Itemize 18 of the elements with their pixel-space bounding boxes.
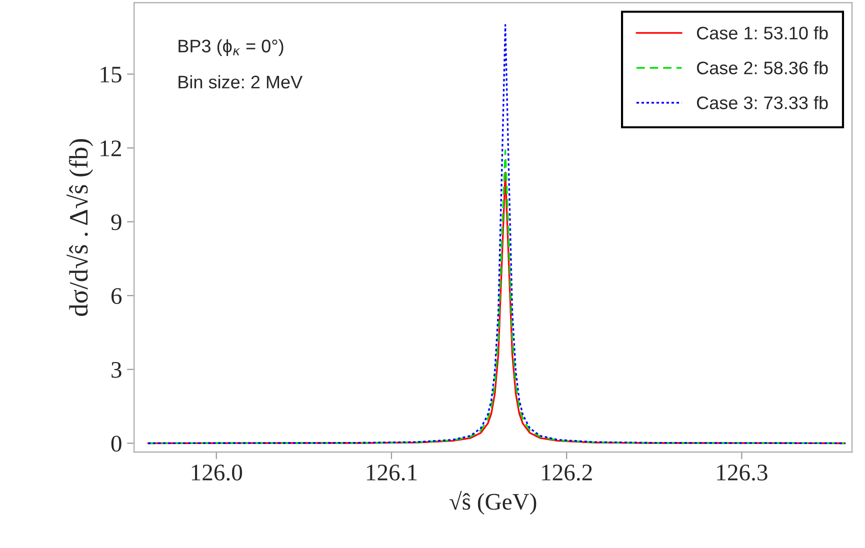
y-axis-title: dσ/d√ŝ . Δ√ŝ (fb)	[66, 139, 94, 316]
x-tick-label: 126.3	[717, 464, 768, 481]
line-series	[147, 24, 846, 444]
y-tick-label: 12	[100, 140, 121, 156]
legend-label: Case 1: 53.10 fb	[696, 26, 828, 40]
y-tick-label: 9	[111, 214, 122, 230]
annotation: BP3 (ϕ$_{κ}$ = 0°)	[178, 39, 284, 56]
y-tick-label: 3	[112, 362, 122, 378]
y-tick-label: 6	[111, 288, 122, 304]
x-axis-title: √ŝ (GeV)	[449, 490, 536, 515]
y-tick-label: 0	[111, 436, 122, 452]
x-tick-label: 126.0	[192, 464, 242, 481]
x-tick-label: 126.2	[542, 464, 592, 481]
legend-label: Case 3: 73.33 fb	[696, 96, 828, 110]
legend-label: Case 2: 58.36 fb	[696, 61, 828, 74]
x-tick-label: 126.1	[367, 464, 417, 481]
annotation: Bin size: 2 MeV	[178, 75, 303, 88]
y-tick-label: 15	[100, 66, 122, 83]
